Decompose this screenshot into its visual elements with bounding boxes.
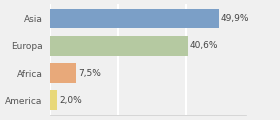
Text: 40,6%: 40,6%: [190, 41, 218, 50]
Bar: [50, 9, 219, 28]
Bar: [50, 36, 188, 56]
Text: 49,9%: 49,9%: [221, 14, 249, 23]
Bar: [50, 63, 76, 83]
Text: 2,0%: 2,0%: [59, 96, 82, 105]
Bar: [50, 90, 57, 110]
Text: 7,5%: 7,5%: [78, 69, 101, 78]
